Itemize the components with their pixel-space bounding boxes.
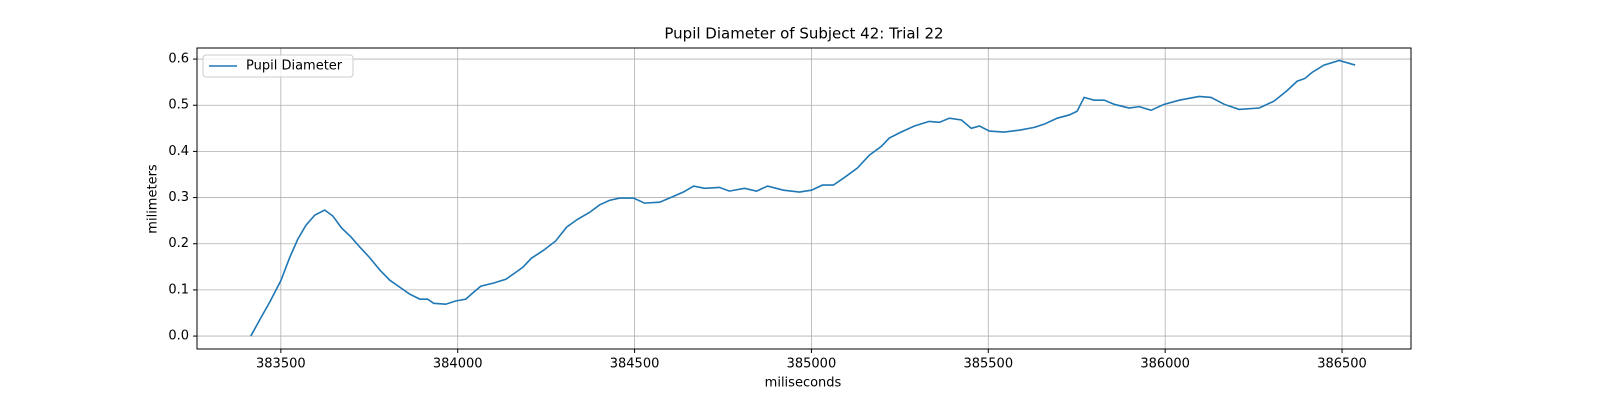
- legend-box: [202, 54, 354, 78]
- data-line: [250, 59, 1356, 337]
- y-tick-label: 0.0: [168, 329, 189, 344]
- y-tick-label: 0.4: [168, 144, 189, 159]
- x-tick-label: 385000: [787, 357, 837, 372]
- x-tick-label: 386500: [1317, 357, 1367, 372]
- x-tick-label: 385500: [963, 357, 1013, 372]
- x-tick-label: 384500: [610, 357, 660, 372]
- x-axis-label: miliseconds: [765, 376, 842, 391]
- x-tick-label: 386000: [1140, 357, 1190, 372]
- y-tick-label: 0.1: [168, 282, 189, 297]
- y-tick-label: 0.6: [168, 52, 189, 67]
- x-tick-label: 383500: [256, 357, 306, 372]
- plot-frame: [196, 47, 1412, 350]
- x-tick-label: 384000: [433, 357, 483, 372]
- y-tick-label: 0.5: [168, 98, 189, 113]
- legend-label: Pupil Diameter: [246, 59, 343, 74]
- chart-title: Pupil Diameter of Subject 42: Trial 22: [664, 25, 943, 43]
- y-tick-label: 0.3: [168, 190, 189, 205]
- y-axis-label: milimeters: [146, 164, 161, 234]
- y-tick-label: 0.2: [168, 236, 189, 251]
